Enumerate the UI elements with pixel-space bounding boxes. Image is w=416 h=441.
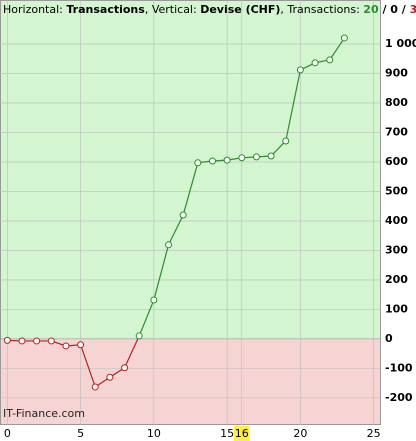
- data-point: [326, 56, 334, 64]
- data-point: [194, 159, 202, 167]
- y-tick-label: 300: [385, 243, 408, 256]
- x-tick-label: 10: [147, 427, 161, 440]
- data-point: [223, 156, 231, 164]
- data-point: [3, 336, 11, 344]
- data-point: [311, 59, 319, 67]
- y-tick-label: 200: [385, 273, 408, 286]
- x-tick-label: 16: [235, 427, 249, 440]
- data-point: [47, 337, 55, 345]
- data-point: [296, 66, 304, 74]
- data-point: [18, 337, 26, 345]
- data-point: [267, 152, 275, 160]
- y-tick-label: 400: [385, 214, 408, 227]
- data-point: [340, 34, 348, 42]
- plot-frame: [0, 0, 381, 425]
- y-tick-label: -100: [385, 361, 413, 374]
- y-tick-label: 0: [385, 332, 393, 345]
- y-tick-label: -200: [385, 391, 413, 404]
- y-tick-label: 600: [385, 155, 408, 168]
- data-point: [106, 373, 114, 381]
- data-point: [208, 157, 216, 165]
- y-tick-label: 800: [385, 96, 408, 109]
- data-point: [91, 383, 99, 391]
- y-tick-label: 500: [385, 184, 408, 197]
- data-point: [252, 153, 260, 161]
- chart-title: Horizontal: Transactions, Vertical: Devi…: [3, 3, 416, 16]
- x-highlight: [233, 426, 250, 441]
- data-point: [62, 342, 70, 350]
- x-tick-label: 25: [367, 427, 381, 440]
- x-tick-label: 20: [293, 427, 307, 440]
- data-point: [121, 364, 129, 372]
- y-tick-label: 700: [385, 125, 408, 138]
- data-point: [33, 337, 41, 345]
- y-tick-label: 1 000: [385, 37, 416, 50]
- data-point: [150, 296, 158, 304]
- watermark: IT-Finance.com: [3, 407, 85, 420]
- positive-zone: [0, 0, 381, 339]
- data-point: [238, 154, 246, 162]
- x-tick-label: 0: [4, 427, 11, 440]
- x-tick-label: 5: [77, 427, 84, 440]
- data-point: [135, 332, 143, 340]
- data-point: [77, 341, 85, 349]
- negative-zone: [0, 338, 381, 425]
- data-point: [282, 137, 290, 145]
- y-tick-label: 900: [385, 66, 408, 79]
- x-tick-label: 15: [220, 427, 234, 440]
- data-point: [165, 241, 173, 249]
- data-point: [179, 211, 187, 219]
- y-tick-label: 100: [385, 302, 408, 315]
